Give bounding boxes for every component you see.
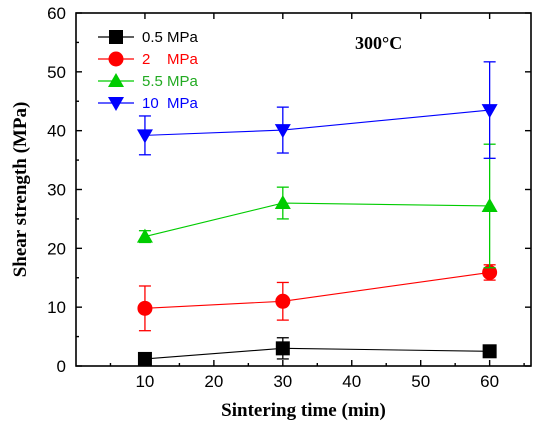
x-tick-label: 30 bbox=[273, 372, 292, 391]
series-line bbox=[144, 271, 490, 309]
data-point bbox=[275, 341, 290, 356]
data-point bbox=[274, 195, 291, 210]
data-point bbox=[481, 104, 498, 119]
y-tick-label: 30 bbox=[47, 181, 66, 200]
series-line bbox=[144, 109, 490, 136]
x-tick-label: 20 bbox=[204, 372, 223, 391]
series-2 bbox=[137, 264, 498, 332]
y-tick-label: 50 bbox=[47, 63, 66, 82]
data-point bbox=[136, 129, 153, 144]
legend-label: 10 MPa bbox=[142, 95, 199, 112]
data-point bbox=[482, 344, 497, 359]
legend-marker bbox=[108, 73, 124, 87]
y-tick-label: 20 bbox=[47, 239, 66, 258]
series-4 bbox=[136, 61, 498, 159]
series-line bbox=[144, 347, 490, 360]
series-3 bbox=[136, 143, 498, 269]
series-1 bbox=[137, 337, 497, 366]
data-point bbox=[482, 264, 498, 280]
data-point bbox=[481, 197, 498, 212]
data-point bbox=[275, 293, 291, 309]
legend-marker bbox=[108, 51, 124, 67]
data-point bbox=[136, 228, 153, 243]
legend-label: 5.5 MPa bbox=[142, 73, 199, 90]
y-tick-label: 10 bbox=[47, 298, 66, 317]
y-tick-label: 0 bbox=[57, 357, 66, 376]
legend: 0.5 MPa 2 MPa 5.5 MPa 10 MPa bbox=[98, 29, 199, 112]
y-tick-label: 40 bbox=[47, 122, 66, 141]
x-tick-label: 50 bbox=[411, 372, 430, 391]
data-point bbox=[274, 124, 291, 139]
y-axis-ticks: 0 10 20 30 40 50 60 bbox=[47, 4, 531, 376]
series-layer bbox=[136, 61, 498, 366]
x-axis-ticks: 10 20 30 40 50 60 bbox=[109, 13, 525, 391]
legend-label: 2 MPa bbox=[142, 51, 199, 68]
x-axis-title: Sintering time (min) bbox=[221, 400, 386, 421]
x-tick-label: 40 bbox=[342, 372, 361, 391]
data-point bbox=[137, 300, 153, 316]
data-point bbox=[137, 351, 152, 366]
series-line bbox=[144, 202, 490, 238]
legend-label: 0.5 MPa bbox=[142, 29, 199, 46]
x-tick-label: 10 bbox=[135, 372, 154, 391]
x-tick-label: 60 bbox=[480, 372, 499, 391]
legend-marker bbox=[109, 30, 123, 44]
y-axis-title: Shear strength (MPa) bbox=[10, 102, 31, 278]
y-tick-label: 60 bbox=[47, 4, 66, 23]
temperature-annotation: 300°C bbox=[355, 33, 402, 53]
legend-marker bbox=[108, 97, 124, 111]
